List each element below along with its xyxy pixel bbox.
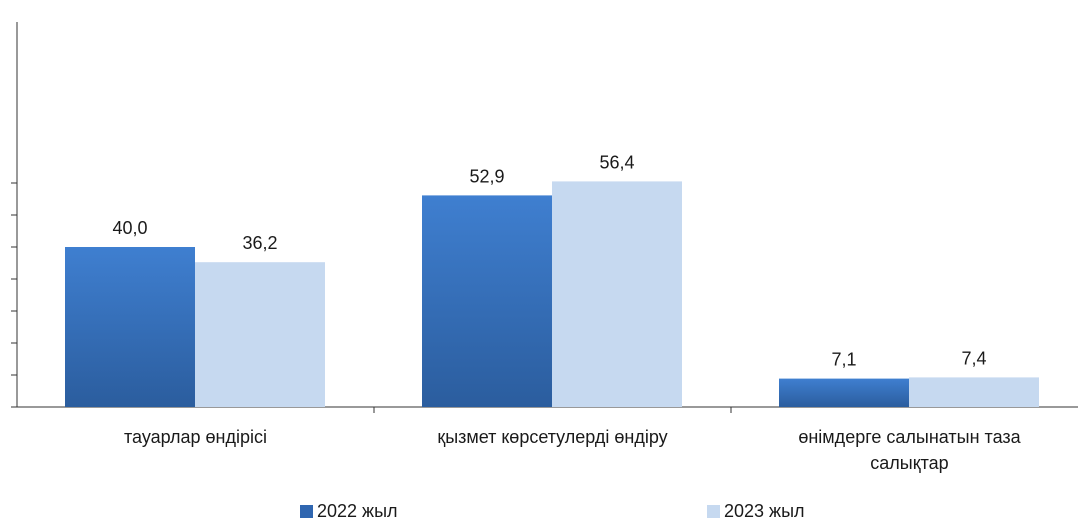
legend: 2022 жыл 2023 жыл <box>300 501 805 519</box>
category-label: салықтар <box>870 453 948 473</box>
legend-swatch-2022 <box>300 505 313 518</box>
data-label: 56,4 <box>599 152 634 172</box>
category-labels: тауарлар өндірісі қызмет көрсетулерді өнд… <box>124 427 1022 473</box>
data-labels: 40,0 52,9 7,1 36,2 56,4 7,4 <box>112 152 986 369</box>
category-label: тауарлар өндірісі <box>124 427 267 447</box>
category-label: қызмет көрсетулерді өндіру <box>437 427 667 447</box>
bars <box>65 181 1039 407</box>
bar-2023-0 <box>195 262 325 407</box>
category-label: өнімдерге салынатын таза <box>798 427 1021 447</box>
bar-2022-1 <box>422 195 552 407</box>
data-label: 52,9 <box>469 166 504 186</box>
bar-2023-1 <box>552 181 682 407</box>
bar-2022-0 <box>65 247 195 407</box>
data-label: 7,1 <box>831 350 856 370</box>
data-label: 40,0 <box>112 218 147 238</box>
data-label: 36,2 <box>242 233 277 253</box>
legend-swatch-2023 <box>707 505 720 518</box>
legend-label: 2023 жыл <box>724 501 805 519</box>
bar-2023-2 <box>909 377 1039 407</box>
bar-2022-2 <box>779 378 909 407</box>
data-label: 7,4 <box>961 348 986 368</box>
legend-label: 2022 жыл <box>317 501 398 519</box>
